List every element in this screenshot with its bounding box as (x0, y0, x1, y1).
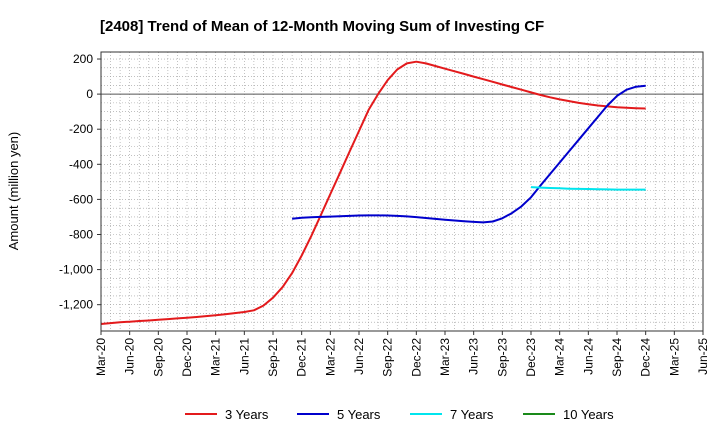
x-tick-label: Sep-20 (151, 338, 165, 377)
series-line-5-years (292, 84, 646, 224)
x-tick-label: Mar-20 (94, 338, 108, 376)
x-axis-ticks: Mar-20 Jun-20 Sep-20 Dec-20 Mar-21 Jun-21 Sep-… (94, 331, 710, 377)
x-tick-label: Dec-23 (524, 338, 538, 377)
x-tick-label: Mar-23 (438, 338, 452, 376)
plot-frame (100, 51, 704, 332)
legend-label: 3 Years (225, 407, 269, 422)
plot-area (101, 52, 703, 331)
chart-title: [2408] Trend of Mean of 12-Month Moving … (100, 18, 544, 35)
y-tick-label: 0 (86, 87, 93, 101)
x-tick-label: Sep-21 (266, 338, 280, 377)
x-tick-label: Mar-21 (209, 338, 223, 376)
series-lines (100, 60, 646, 325)
x-tick-label: Mar-24 (553, 338, 567, 376)
x-tick-label: Jun-22 (352, 338, 366, 375)
x-tick-label: Jun-23 (467, 338, 481, 375)
x-tick-label: Jun-20 (123, 338, 137, 375)
x-tick-label: Jun-24 (581, 338, 595, 375)
x-tick-label: Dec-21 (295, 338, 309, 377)
plot-background (101, 52, 703, 331)
y-tick-label: -800 (69, 227, 93, 241)
y-tick-label: -1,000 (59, 263, 93, 277)
x-tick-label: Jun-25 (696, 338, 710, 375)
legend-label: 10 Years (563, 407, 614, 422)
legend-label: 5 Years (337, 407, 381, 422)
x-tick-label: Sep-22 (381, 338, 395, 377)
series-line-3-years (100, 60, 646, 325)
y-axis-label: Amount (million yen) (6, 132, 21, 251)
series-line-7-years (530, 186, 646, 191)
x-tick-label: Dec-24 (639, 338, 653, 377)
y-axis-ticks: 200 0 -200 -400 -600 -800 -1,000 -1,200 (59, 52, 101, 312)
x-tick-label: Mar-25 (667, 338, 681, 376)
grid-lines (100, 52, 704, 332)
y-tick-label: -400 (69, 157, 93, 171)
y-tick-label: -200 (69, 122, 93, 136)
x-tick-label: Sep-24 (610, 338, 624, 377)
y-tick-label: -1,200 (59, 298, 93, 312)
axes (100, 51, 704, 332)
x-tick-label: Mar-22 (323, 338, 337, 376)
x-tick-label: Dec-20 (180, 338, 194, 377)
y-tick-label: -600 (69, 192, 93, 206)
x-tick-label: Sep-23 (495, 338, 509, 377)
legend: 3 Years 5 Years 7 Years 10 Years (185, 407, 614, 422)
x-tick-label: Dec-22 (409, 338, 423, 377)
y-tick-label: 200 (73, 52, 93, 66)
x-tick-label: Jun-21 (237, 338, 251, 375)
legend-label: 7 Years (450, 407, 494, 422)
